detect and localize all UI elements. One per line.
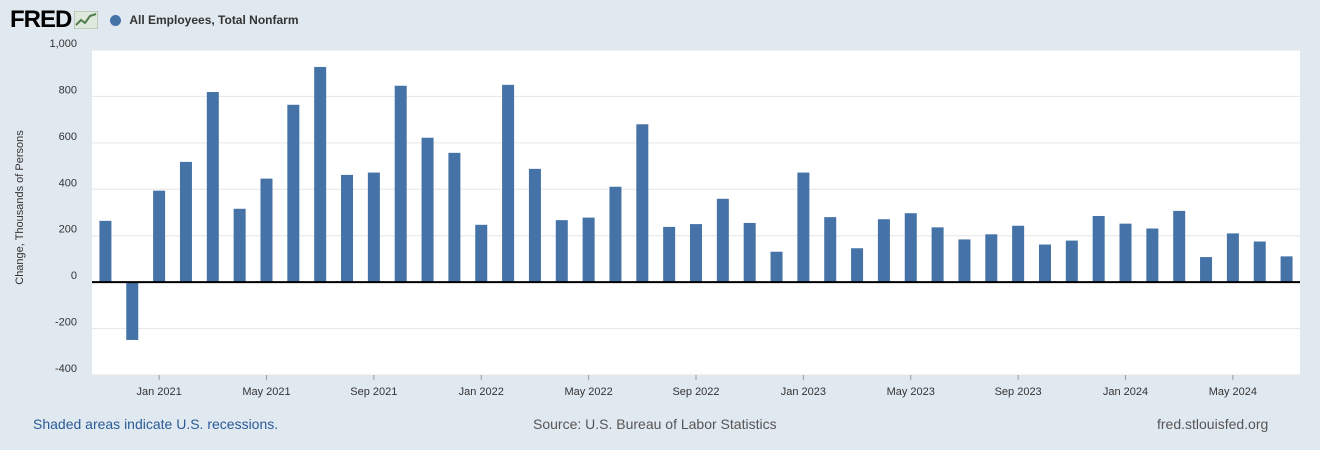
y-axis-labels: -400 -200 0 200 400 600 800 1,000 (49, 38, 77, 375)
x-tick-label: Jan 2024 (1103, 386, 1148, 398)
bar[interactable] (1065, 240, 1078, 283)
x-tick-label: Sep 2021 (350, 386, 397, 398)
y-tick-label: -200 (55, 317, 77, 329)
bar[interactable] (287, 104, 300, 283)
bar[interactable] (233, 208, 246, 283)
bar[interactable] (1092, 215, 1105, 283)
x-tick-label: May 2024 (1209, 386, 1257, 398)
bar[interactable] (716, 198, 729, 283)
bars (99, 66, 1293, 340)
bar[interactable] (1038, 244, 1051, 283)
y-tick-label: 800 (59, 84, 77, 96)
bar[interactable] (743, 222, 756, 283)
bar[interactable] (260, 178, 273, 283)
bar[interactable] (153, 190, 166, 283)
bar[interactable] (931, 227, 944, 283)
bar[interactable] (1253, 241, 1266, 283)
x-tick-label: Sep 2022 (672, 386, 719, 398)
bar[interactable] (394, 85, 407, 283)
bar[interactable] (1146, 228, 1159, 283)
bar[interactable] (1119, 223, 1132, 283)
bar[interactable] (851, 248, 864, 283)
bar[interactable] (690, 224, 702, 283)
x-tick-label: Sep 2023 (995, 386, 1042, 398)
bar[interactable] (582, 217, 595, 283)
y-tick-label: 600 (59, 131, 77, 143)
bar[interactable] (985, 234, 998, 283)
bar[interactable] (958, 239, 971, 283)
y-tick-label: 200 (59, 224, 77, 236)
bar[interactable] (448, 152, 461, 283)
y-tick-label: 1,000 (49, 38, 77, 50)
bar[interactable] (636, 124, 649, 283)
bar[interactable] (341, 174, 354, 283)
bar[interactable] (797, 172, 810, 283)
fred-logo[interactable]: FRED (10, 6, 72, 33)
bar[interactable] (1200, 257, 1213, 283)
y-tick-label: 400 (59, 177, 77, 189)
bar[interactable] (528, 168, 541, 283)
bar[interactable] (877, 219, 890, 283)
legend-marker-icon (110, 14, 122, 26)
legend-label: All Employees, Total Nonfarm (129, 13, 299, 27)
y-tick-label: -400 (55, 363, 77, 375)
bar[interactable] (206, 92, 219, 283)
bar[interactable] (314, 66, 327, 283)
bar[interactable] (1226, 233, 1239, 283)
bar[interactable] (475, 224, 488, 283)
bar[interactable] (824, 217, 837, 283)
site-link[interactable]: fred.stlouisfed.org (1157, 416, 1269, 432)
y-tick-label: 0 (71, 270, 77, 282)
plot-area (92, 50, 1300, 375)
chart-header: FRED All Employees, Total Nonfarm (10, 6, 299, 34)
x-tick-label: Jan 2021 (136, 386, 181, 398)
legend[interactable]: All Employees, Total Nonfarm (110, 13, 299, 27)
x-tick-label: May 2022 (564, 386, 612, 398)
bar[interactable] (904, 213, 917, 283)
fred-logo-graph-icon (74, 11, 99, 29)
y-axis-title: Change, Thousands of Persons (14, 130, 26, 285)
bar[interactable] (1173, 210, 1186, 283)
bar[interactable] (367, 172, 380, 283)
x-tick-label: May 2021 (242, 386, 290, 398)
source-note: Source: U.S. Bureau of Labor Statistics (533, 416, 777, 432)
x-tick-label: Jan 2023 (781, 386, 826, 398)
recession-note: Shaded areas indicate U.S. recessions. (33, 416, 279, 432)
bar[interactable] (179, 161, 192, 283)
bar[interactable] (421, 137, 434, 283)
bar[interactable] (609, 186, 622, 283)
x-axis-labels: Jan 2021 May 2021 Sep 2021 Jan 2022 May 2022… (136, 375, 1257, 398)
bar[interactable] (1280, 256, 1293, 283)
x-tick-label: May 2023 (887, 386, 935, 398)
bar[interactable] (502, 84, 515, 283)
bar[interactable] (1012, 225, 1025, 283)
bar[interactable] (126, 282, 139, 340)
x-tick-label: Jan 2022 (459, 386, 504, 398)
bar[interactable] (770, 251, 783, 283)
bar[interactable] (555, 220, 568, 283)
bar[interactable] (99, 220, 112, 283)
bar[interactable] (663, 226, 676, 283)
